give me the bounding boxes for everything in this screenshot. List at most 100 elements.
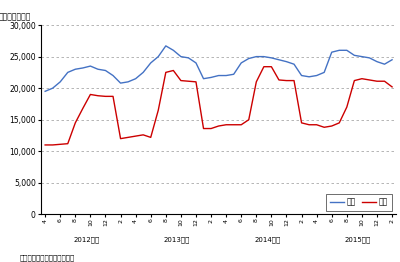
公共 — [209, 127, 214, 130]
公共 — [111, 95, 116, 98]
民間 — [103, 69, 108, 72]
民間 — [322, 71, 326, 74]
民間 — [254, 55, 259, 58]
公共 — [337, 121, 342, 124]
公共 — [58, 143, 63, 146]
公共 — [254, 80, 259, 83]
公共 — [164, 71, 168, 74]
Text: 2015年度: 2015年度 — [345, 237, 371, 243]
Legend: 民間, 公共: 民間, 公共 — [326, 194, 392, 211]
公共 — [50, 143, 55, 146]
公共 — [216, 124, 221, 128]
民間 — [307, 75, 312, 78]
公共 — [246, 118, 251, 121]
民間 — [133, 77, 138, 80]
公共 — [276, 78, 281, 81]
民間 — [171, 49, 176, 52]
民間 — [111, 74, 116, 77]
Text: （注）出来高ベース（全国）: （注）出来高ベース（全国） — [20, 254, 75, 261]
民間 — [186, 56, 191, 59]
公共 — [73, 121, 78, 124]
民間 — [382, 63, 387, 66]
民間 — [239, 61, 244, 64]
公共 — [390, 85, 394, 89]
民間 — [50, 86, 55, 90]
公共 — [231, 123, 236, 126]
民間 — [360, 55, 364, 58]
民間 — [224, 74, 228, 77]
公共 — [322, 126, 326, 129]
民間 — [194, 61, 198, 64]
民間 — [80, 66, 85, 69]
民間 — [96, 68, 100, 71]
公共 — [201, 127, 206, 130]
Text: 2012年度: 2012年度 — [74, 237, 100, 243]
公共 — [194, 80, 198, 83]
Line: 公共: 公共 — [45, 67, 392, 145]
民間 — [126, 80, 130, 83]
公共 — [88, 93, 93, 96]
民間 — [178, 55, 183, 58]
民間 — [209, 76, 214, 79]
公共 — [96, 94, 100, 97]
公共 — [141, 133, 146, 137]
民間 — [201, 77, 206, 80]
民間 — [299, 74, 304, 77]
公共 — [171, 69, 176, 72]
公共 — [382, 80, 387, 83]
民間 — [164, 44, 168, 47]
公共 — [133, 135, 138, 138]
公共 — [178, 79, 183, 82]
民間 — [367, 56, 372, 59]
民間 — [156, 55, 161, 58]
公共 — [239, 123, 244, 126]
Line: 民間: 民間 — [45, 46, 392, 91]
公共 — [299, 121, 304, 124]
公共 — [360, 77, 364, 80]
公共 — [307, 123, 312, 126]
公共 — [374, 80, 379, 83]
民間 — [246, 57, 251, 60]
Text: 2014年度: 2014年度 — [254, 237, 281, 243]
公共 — [148, 136, 153, 139]
公共 — [367, 78, 372, 81]
民間 — [292, 63, 296, 66]
民間 — [43, 90, 48, 93]
公共 — [186, 80, 191, 83]
公共 — [118, 137, 123, 140]
民間 — [118, 81, 123, 85]
民間 — [262, 55, 266, 58]
公共 — [284, 79, 289, 82]
公共 — [329, 124, 334, 128]
Text: 2013年度: 2013年度 — [164, 237, 190, 243]
民間 — [374, 60, 379, 63]
民間 — [148, 61, 153, 64]
公共 — [65, 142, 70, 145]
民間 — [269, 56, 274, 59]
公共 — [156, 109, 161, 112]
公共 — [103, 95, 108, 98]
公共 — [126, 136, 130, 139]
公共 — [80, 107, 85, 110]
民間 — [276, 58, 281, 61]
民間 — [352, 54, 357, 57]
民間 — [337, 49, 342, 52]
公共 — [292, 79, 296, 82]
公共 — [269, 65, 274, 68]
民間 — [216, 74, 221, 77]
公共 — [352, 79, 357, 82]
民間 — [344, 49, 349, 52]
民間 — [314, 74, 319, 77]
公共 — [314, 123, 319, 126]
民間 — [58, 80, 63, 83]
民間 — [65, 71, 70, 74]
民間 — [231, 73, 236, 76]
民間 — [141, 71, 146, 74]
民間 — [73, 68, 78, 71]
民間 — [88, 64, 93, 68]
公共 — [344, 106, 349, 109]
Text: （単位：億円）: （単位：億円） — [0, 12, 31, 21]
公共 — [262, 65, 266, 68]
民間 — [329, 51, 334, 54]
民間 — [390, 58, 394, 61]
